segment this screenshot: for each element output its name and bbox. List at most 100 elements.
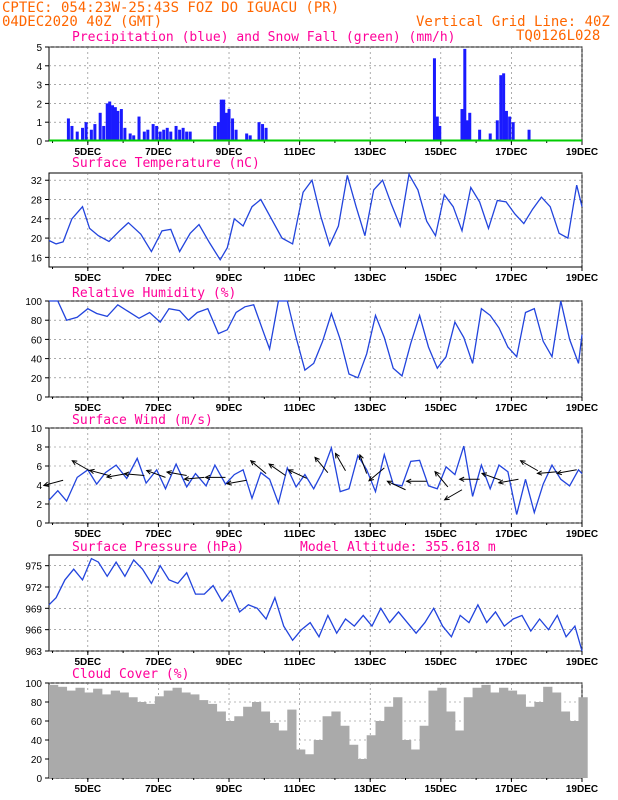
x-tick-label: 5DEC [74,529,101,540]
wind-arrow-head [519,460,526,466]
wind-arrow [481,472,501,481]
wind-arrow-head [42,481,49,487]
series-line [48,557,583,652]
cloud-bar [128,697,138,778]
cloud-bar [207,703,218,778]
wind-arrow-head [225,480,232,486]
x-tick-label: 15DEC [425,147,457,158]
wind-arrow [250,460,267,474]
y-tick-label: 1 [36,118,42,129]
y-tick-label: 24 [31,215,43,226]
cloud-bar [84,692,94,778]
series-line [49,300,583,379]
precip-bar [89,129,93,141]
y-tick-label: 20 [31,234,43,245]
wind-arrow-head [268,463,275,469]
plot-frame [48,172,583,268]
wind-arrow-head [434,470,440,477]
cloud-bar [225,721,235,778]
precip-bar [245,133,249,141]
x-tick-label: 5DEC [74,784,101,795]
x-tick-label: 17DEC [495,273,527,284]
cloud-bar [551,692,562,778]
wind-arrow [124,473,145,476]
x-tick-label: 19DEC [566,784,598,795]
precip-bar [488,133,492,141]
precip-bar [81,127,85,141]
precip-bar [158,131,162,141]
x-tick-label: 11DEC [284,657,316,668]
cloud-bar [578,697,588,778]
y-tick-label: 8 [36,443,42,454]
wind-arrow [288,469,307,479]
y-tick-label: 0 [36,519,42,530]
cloud-bar [490,692,500,778]
wind-arrow [444,489,463,501]
wind-arrow [226,479,247,485]
x-tick-label: 13DEC [354,529,386,540]
wind-arrow-head [405,478,412,484]
wind-arrow [314,457,329,473]
x-tick-label: 17DEC [495,403,527,414]
cloud-bar [269,722,279,778]
cloud-bar [419,725,429,778]
wind-arrow-head [358,453,364,460]
panel-title: Cloud Cover (%) [72,667,189,682]
x-tick-label: 9DEC [216,273,243,284]
wind-arrow [184,476,205,480]
wind-arrow-head [314,456,320,463]
precip-bar [438,125,442,141]
y-tick-label: 28 [31,196,43,207]
precip-bar [465,120,469,141]
x-tick-label: 13DEC [354,784,386,795]
cloud-bar [251,702,262,778]
cloud-bar [146,703,156,778]
wind-arrow [43,479,64,486]
wind-arrow [537,471,558,474]
precip-bar [98,112,102,141]
cloud-bar [172,687,182,778]
cloud-bar [75,687,85,778]
y-tick-label: 2 [36,99,42,110]
cloud-bar [410,749,421,778]
cloud-bar [296,749,306,778]
precip-bar [188,131,192,141]
x-tick-label: 15DEC [425,273,457,284]
precip-bar [261,124,265,141]
precip-bar [502,73,506,141]
cloud-bar [437,687,447,778]
x-tick-label: 19DEC [566,147,598,158]
x-tick-label: 9DEC [216,403,243,414]
y-tick-label: 40 [31,355,43,366]
precipitation-panel: Precipitation (blue) and Snow Fall (gree… [36,30,598,158]
y-tick-label: 963 [25,647,42,658]
wind-arrow-head [123,471,130,477]
wind-arrow [89,469,110,476]
precip-bar [137,116,141,141]
cloud-bar [499,687,509,778]
x-tick-label: 11DEC [284,403,316,414]
precip-bar [105,103,109,141]
precip-bar [181,127,185,141]
wind-arrow [359,454,368,474]
header-grid-note: Vertical Grid Line: 40Z [416,14,610,30]
x-tick-label: 13DEC [354,403,386,414]
precip-bar [468,112,472,141]
cloud-bar [216,711,226,778]
precip-bar [495,120,499,141]
plot-frame [48,427,583,524]
wind-arrow [146,470,166,478]
y-tick-label: 0 [36,393,42,404]
cloud-bar [110,690,121,778]
y-tick-label: 5 [36,43,42,54]
x-tick-label: 9DEC [216,657,243,668]
wind-arrow-head [555,469,562,476]
precip-bar [108,101,112,141]
wind-arrow [498,478,519,484]
panel-title: Surface Wind (m/s) [72,413,213,428]
precip-bar [146,129,150,141]
cloud-bar [393,697,403,778]
cloud-bar [163,690,173,778]
wind-arrow-head [497,479,504,485]
